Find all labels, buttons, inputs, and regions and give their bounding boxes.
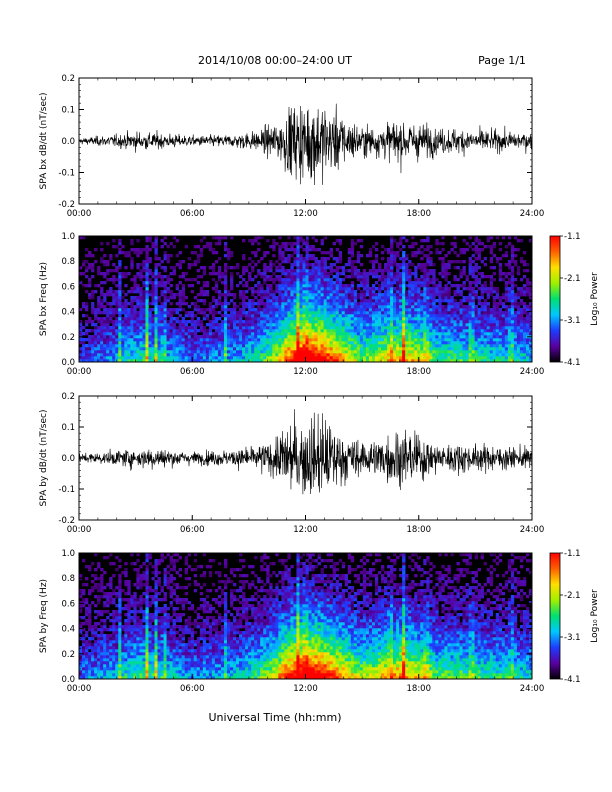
y-tick-label: 0.0 bbox=[61, 675, 75, 685]
colorbar-tick-label: -3.1 bbox=[564, 316, 581, 326]
colorbar-label: Log₁₀ Power bbox=[590, 272, 600, 326]
y-tick-label: 0.4 bbox=[61, 625, 75, 635]
colorbar-tick-label: -4.1 bbox=[564, 675, 581, 685]
spectrogram-cells bbox=[79, 236, 533, 363]
y-axis-label: SPA by Freq (Hz) bbox=[39, 579, 49, 653]
x-tick-label: 06:00 bbox=[180, 367, 205, 377]
x-tick-label: 00:00 bbox=[67, 209, 92, 219]
page-number: Page 1/1 bbox=[478, 54, 526, 67]
y-tick-label: 0.4 bbox=[61, 308, 75, 318]
waveform-series bbox=[79, 103, 532, 185]
x-tick-label: 12:00 bbox=[293, 209, 318, 219]
colorbar-tick-label: -1.1 bbox=[564, 549, 581, 559]
x-tick-label: 06:00 bbox=[180, 525, 205, 535]
x-tick-label: 18:00 bbox=[407, 367, 432, 377]
y-tick-label: 1.0 bbox=[61, 232, 75, 242]
spectrogram-cells bbox=[79, 553, 533, 680]
x-tick-label: 18:00 bbox=[407, 209, 432, 219]
x-tick-label: 24:00 bbox=[520, 209, 545, 219]
x-tick-label: 18:00 bbox=[407, 684, 432, 694]
y-axis-label: SPA bx dB/dt (nT/sec) bbox=[39, 93, 49, 190]
colorbar-tick-label: -2.1 bbox=[564, 591, 581, 601]
y-tick-label: 0.8 bbox=[61, 574, 75, 584]
y-tick-label: 0.0 bbox=[61, 358, 75, 368]
y-tick-label: -0.2 bbox=[58, 200, 75, 210]
y-tick-label: 1.0 bbox=[61, 549, 75, 559]
colorbar-tick-label: -1.1 bbox=[564, 232, 581, 242]
colorbar bbox=[549, 235, 561, 363]
x-tick-label: 00:00 bbox=[67, 525, 92, 535]
x-tick-label: 18:00 bbox=[407, 525, 432, 535]
y-tick-label: 0.6 bbox=[61, 282, 75, 292]
x-tick-label: 12:00 bbox=[293, 367, 318, 377]
y-tick-label: 0.0 bbox=[61, 454, 75, 464]
x-tick-label: 12:00 bbox=[293, 684, 318, 694]
x-tick-label: 06:00 bbox=[180, 209, 205, 219]
y-tick-label: 0.0 bbox=[61, 137, 75, 147]
colorbar-tick-label: -4.1 bbox=[564, 358, 581, 368]
y-axis-label: SPA by dB/dt (nT/sec) bbox=[39, 410, 49, 507]
y-tick-label: -0.1 bbox=[58, 485, 75, 495]
y-tick-label: 0.1 bbox=[61, 106, 75, 116]
bx-waveform-panel: -0.2 -0.1 0.0 0.1 0.2 00:00 06:00 12:00 18:00 24:… bbox=[39, 74, 544, 219]
x-tick-label: 24:00 bbox=[520, 525, 545, 535]
bx-spectrogram-panel: -1.1 -2.1 -3.1 -4.1 Log₁₀ Power 0.0 0.2 0.4 0.6 0… bbox=[39, 232, 600, 377]
colorbar-label: Log₁₀ Power bbox=[590, 589, 600, 643]
y-tick-label: -0.1 bbox=[58, 169, 75, 179]
x-tick-label: 24:00 bbox=[520, 684, 545, 694]
x-tick-label: 06:00 bbox=[180, 684, 205, 694]
x-tick-label: 00:00 bbox=[67, 367, 92, 377]
colorbar-tick-label: -2.1 bbox=[564, 274, 581, 284]
page-title: 2014/10/08 00:00–24:00 UT bbox=[198, 54, 352, 67]
y-tick-label: 0.8 bbox=[61, 257, 75, 267]
y-tick-label: 0.2 bbox=[61, 392, 75, 402]
y-axis-label: SPA bx Freq (Hz) bbox=[39, 262, 49, 336]
y-tick-label: 0.1 bbox=[61, 423, 75, 433]
y-tick-label: 0.2 bbox=[61, 650, 75, 660]
y-tick-label: -0.2 bbox=[58, 516, 75, 526]
y-tick-label: 0.6 bbox=[61, 599, 75, 609]
x-tick-label: 24:00 bbox=[520, 367, 545, 377]
x-axis-label: Universal Time (hh:mm) bbox=[209, 711, 342, 724]
by-waveform-panel: -0.2 -0.1 0.0 0.1 0.2 00:00 06:00 12:00 18:00 24:… bbox=[39, 392, 544, 535]
x-tick-label: 12:00 bbox=[293, 525, 318, 535]
colorbar-tick-label: -3.1 bbox=[564, 633, 581, 643]
x-tick-label: 00:00 bbox=[67, 684, 92, 694]
waveform-series bbox=[79, 409, 532, 495]
by-spectrogram-panel: -1.1 -2.1 -3.1 -4.1 Log₁₀ Power 0.0 0.2 0.4 0.6 0… bbox=[39, 549, 600, 694]
y-tick-label: 0.2 bbox=[61, 74, 75, 84]
y-tick-label: 0.2 bbox=[61, 333, 75, 343]
colorbar bbox=[549, 552, 561, 680]
